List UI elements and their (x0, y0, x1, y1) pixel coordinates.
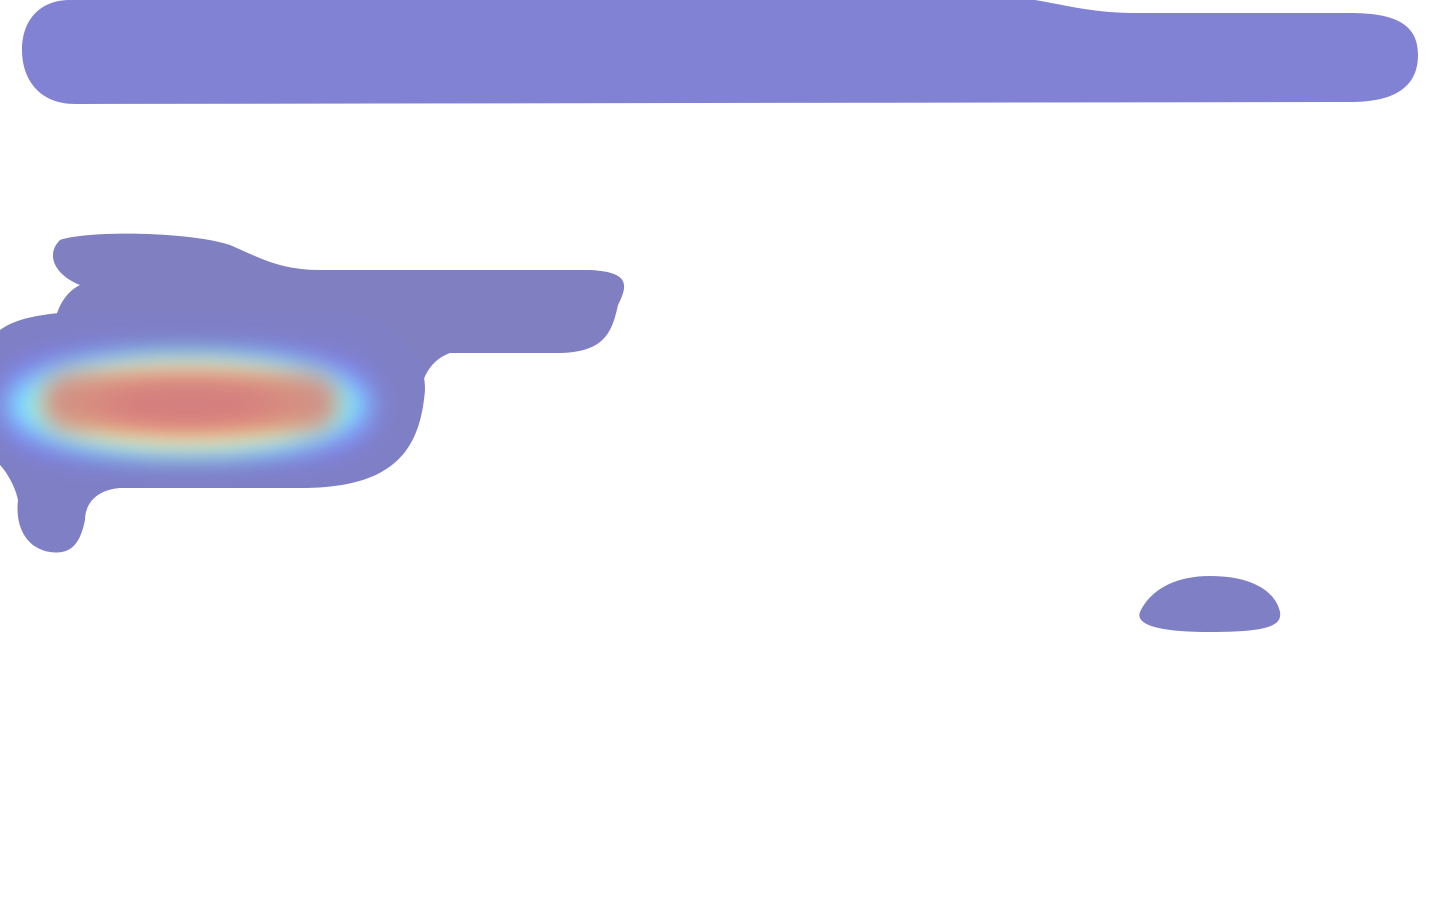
left-panel-hotspot-center (40, 372, 340, 432)
right-small-blob (1139, 576, 1281, 632)
header-bar-blob (22, 0, 1418, 104)
